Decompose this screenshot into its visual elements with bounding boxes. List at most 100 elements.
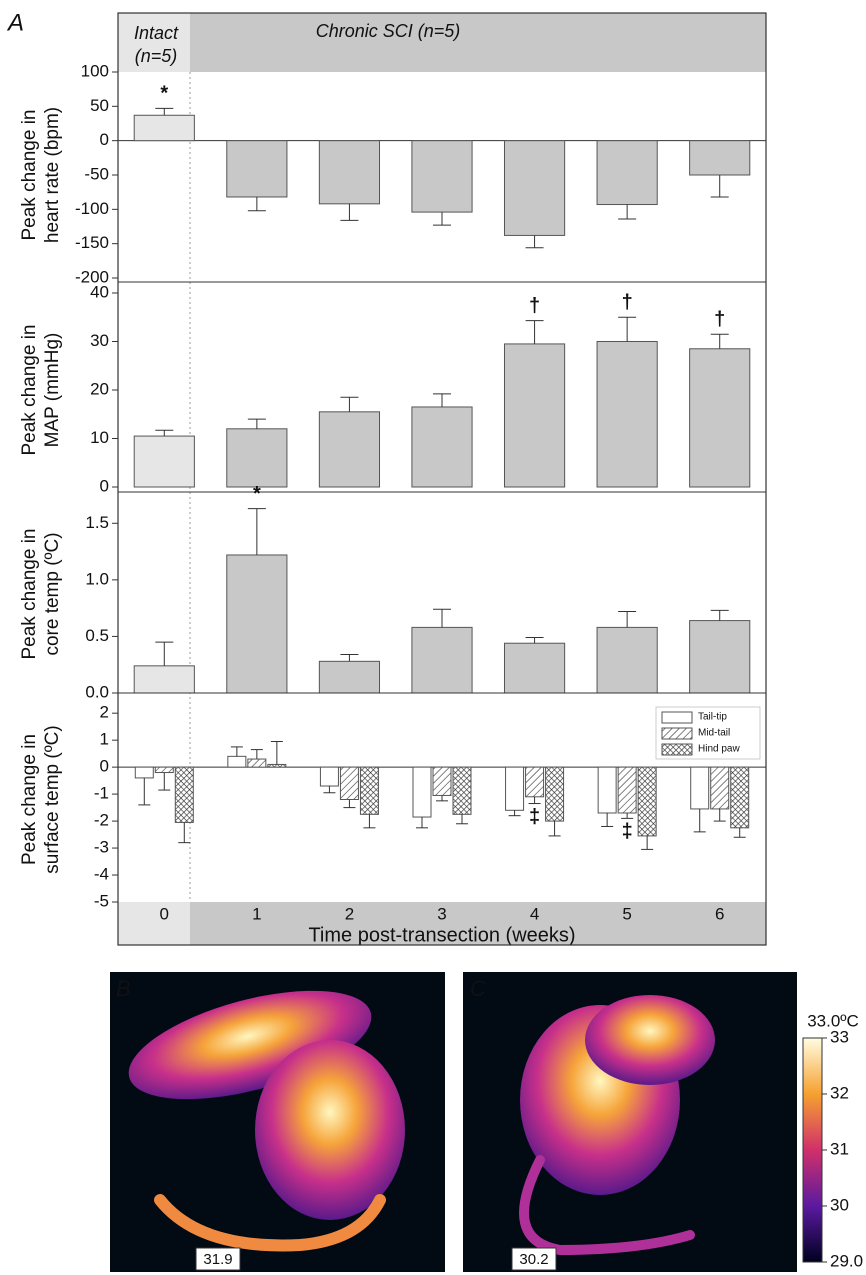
significance-marker: ‡ — [622, 821, 633, 843]
y-axis-label: Peak change in — [19, 734, 40, 865]
y-tick-label: -4 — [94, 865, 109, 884]
bar — [155, 767, 173, 772]
y-axis-label: surface temp (ºC) — [42, 725, 63, 873]
y-axis-label: Peak change in — [19, 325, 40, 456]
y-tick-label: 40 — [90, 282, 109, 301]
bar — [412, 627, 472, 693]
x-tick-label: 3 — [437, 904, 446, 923]
y-tick-label: -50 — [84, 164, 109, 183]
temperature-reading: 30.2 — [519, 1251, 548, 1268]
bar — [134, 666, 194, 693]
bar — [340, 767, 358, 799]
thermal-image-b — [110, 969, 445, 1272]
temperature-reading: 31.9 — [203, 1251, 232, 1268]
y-tick-label: -5 — [94, 891, 109, 910]
y-tick-label: 10 — [90, 428, 109, 447]
bar — [597, 141, 657, 205]
colorbar-tick-label: 31 — [830, 1139, 849, 1158]
y-tick-label: -3 — [94, 838, 109, 857]
bar — [504, 344, 564, 487]
intact-band — [118, 902, 190, 945]
bar — [319, 141, 379, 204]
y-axis-label: Peak change in — [19, 110, 40, 241]
bar — [638, 767, 656, 836]
image-letter: B — [116, 976, 131, 1001]
significance-marker: * — [253, 483, 261, 505]
thermal-image-c — [463, 972, 797, 1272]
bar — [526, 767, 544, 797]
bar — [360, 767, 378, 814]
header-sci: Chronic SCI (n=5) — [316, 21, 461, 41]
significance-marker: † — [529, 295, 540, 317]
y-tick-label: 20 — [90, 379, 109, 398]
x-tick-label: 2 — [345, 904, 354, 923]
y-tick-label: 2 — [100, 703, 109, 722]
header-intact: (n=5) — [135, 46, 178, 66]
bar — [134, 115, 194, 140]
y-tick-label: -150 — [75, 233, 109, 252]
bar — [711, 767, 729, 809]
x-tick-label: 1 — [252, 904, 261, 923]
y-axis-label: MAP (mmHg) — [42, 333, 63, 448]
bar — [597, 342, 657, 488]
y-tick-label: 0 — [100, 476, 109, 495]
legend-label: Hind paw — [698, 744, 740, 755]
bar — [227, 429, 287, 487]
colorbar — [803, 1038, 822, 1262]
y-tick-label: 0 — [100, 757, 109, 776]
y-tick-label: -1 — [94, 784, 109, 803]
legend-swatch — [662, 712, 692, 723]
legend-label: Mid-tail — [698, 728, 730, 739]
bar — [227, 555, 287, 693]
x-tick-label: 6 — [715, 904, 724, 923]
x-tick-label: 0 — [160, 904, 169, 923]
bar — [598, 767, 616, 813]
bar — [731, 767, 749, 828]
bar — [320, 767, 338, 786]
bar — [691, 767, 709, 809]
bar — [690, 621, 750, 693]
colorbar-tick-label: 29.0 — [830, 1251, 863, 1270]
y-tick-label: 0.5 — [85, 626, 109, 645]
y-tick-label: 50 — [90, 96, 109, 115]
bar — [453, 767, 471, 814]
panel-letter: A — [6, 9, 24, 36]
bar — [268, 764, 286, 767]
colorbar-tick-label: 32 — [830, 1083, 849, 1102]
bar — [412, 407, 472, 487]
legend-swatch — [662, 728, 692, 739]
bar — [690, 141, 750, 175]
significance-marker: * — [160, 83, 168, 105]
y-tick-label: 1 — [100, 730, 109, 749]
y-tick-label: -2 — [94, 811, 109, 830]
bar — [412, 141, 472, 212]
header-intact: Intact — [134, 23, 179, 43]
bar — [546, 767, 564, 821]
bar — [690, 349, 750, 487]
x-tick-label: 4 — [530, 904, 539, 923]
legend-swatch — [662, 744, 692, 755]
bar — [597, 627, 657, 693]
x-axis-label: Time post-transection (weeks) — [308, 924, 575, 946]
y-axis-label: Peak change in — [19, 529, 40, 660]
y-tick-label: 30 — [90, 331, 109, 350]
sci-band — [190, 13, 766, 72]
y-tick-label: 100 — [81, 61, 109, 80]
colorbar-tick-label: 33 — [830, 1027, 849, 1046]
bar — [319, 661, 379, 693]
x-tick-label: 5 — [622, 904, 631, 923]
bar — [413, 767, 431, 817]
bar — [504, 643, 564, 693]
figure: A Intact (n=5) Chronic SCI (n=5) 100500-… — [0, 0, 866, 1275]
bar — [618, 767, 636, 813]
y-axis-label: heart rate (bpm) — [42, 107, 63, 243]
image-letter: C — [470, 976, 486, 1001]
colorbar-tick-label: 30 — [830, 1195, 849, 1214]
y-tick-label: -100 — [75, 199, 109, 218]
significance-marker: ‡ — [529, 806, 540, 828]
bar — [135, 767, 153, 778]
bar — [433, 767, 451, 795]
significance-marker: † — [622, 292, 633, 314]
y-tick-label: 1.5 — [85, 513, 109, 532]
